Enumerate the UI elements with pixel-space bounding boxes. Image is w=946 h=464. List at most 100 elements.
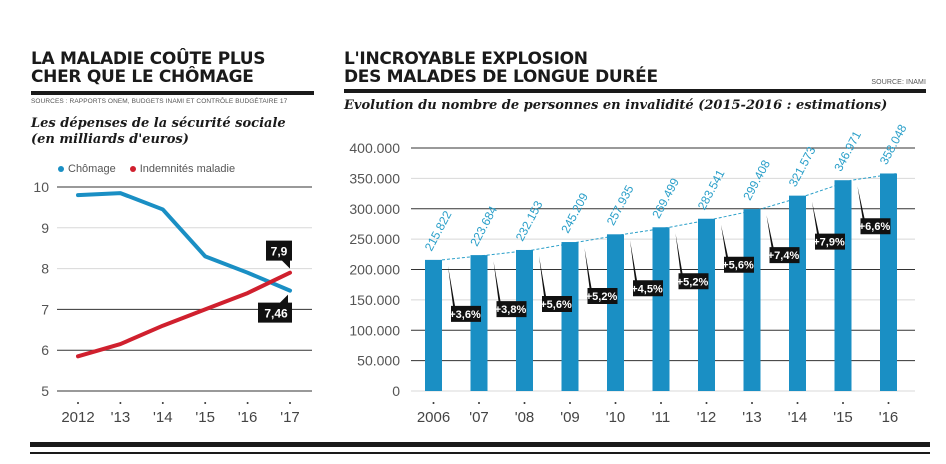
left-title-rule (31, 91, 314, 95)
legend-label-maladie: Indemnités maladie (139, 163, 236, 175)
right-xtick-dot (796, 402, 799, 404)
bar (516, 249, 533, 391)
right-title: L'INCROYABLE EXPLOSION DES MALADES DE LO… (344, 50, 658, 86)
bar-value-label: 232.153 (513, 198, 546, 243)
left-legend: Chômage Indemnités maladie (58, 163, 235, 175)
legend-label-chomage: Chômage (68, 163, 116, 175)
growth-callout-box (539, 255, 572, 312)
right-title-line1: L'INCROYABLE EXPLOSION (344, 49, 588, 69)
right-ytick-label: 150.000 (349, 292, 400, 308)
growth-callout-box (857, 186, 891, 235)
right-xtick-dot (523, 402, 526, 404)
growth-callout-box (721, 224, 754, 273)
right-xtick-dot (751, 402, 753, 404)
right-title-line2: DES MALADES DE LONGUE DURÉE (344, 67, 658, 87)
bar (698, 218, 715, 391)
growth-callout-label: +7,4% (768, 250, 800, 262)
left-xtick-label: '17 (280, 409, 300, 426)
right-source: SOURCE: INAMI (871, 79, 926, 86)
left-xtick-label: '16 (238, 409, 258, 426)
annotation-label-maladie: 7,9 (271, 245, 288, 259)
right-ytick-label: 100.000 (349, 322, 400, 338)
bar-value-label: 358.048 (877, 122, 910, 167)
growth-callout-box (675, 233, 709, 290)
growth-callout-label: +3,6% (449, 309, 481, 321)
right-xtick-dot (842, 402, 844, 404)
growth-callout-box (584, 248, 618, 305)
right-ytick-label: 300.000 (349, 201, 400, 217)
right-title-rule (344, 89, 926, 93)
bar-value-label: 283.541 (695, 167, 728, 212)
maladie-line (76, 270, 292, 359)
growth-callout-label: +5,6% (722, 260, 754, 272)
bar (561, 242, 579, 391)
right-subtitle: Evolution du nombre de personnes en inva… (344, 98, 888, 113)
bar (789, 195, 806, 391)
growth-callout-box (812, 201, 845, 250)
growth-callout-box (448, 265, 481, 322)
left-ytick-label: 5 (41, 383, 49, 399)
growth-callout-box (630, 240, 663, 297)
left-xtick-dot (246, 402, 249, 404)
left-subtitle: Les dépenses de la sécurité sociale (en … (31, 116, 286, 148)
left-ytick-label: 10 (33, 179, 49, 195)
legend-item-maladie: Indemnités maladie (129, 163, 236, 175)
right-xtick-dot (887, 402, 890, 404)
left-xtick-dot (77, 402, 79, 404)
growth-callout-label: +7,9% (813, 237, 845, 249)
left-title-line1: LA MALADIE COÛTE PLUS (31, 49, 266, 69)
right-xtick-label: '13 (742, 409, 762, 426)
right-xtick-dot (614, 402, 617, 404)
bar-value-label: 321.573 (786, 144, 819, 189)
left-xtick-label: '15 (195, 409, 215, 426)
annotation-box-maladie (266, 240, 292, 269)
left-subtitle-line2: (en milliards d'euros) (31, 132, 189, 147)
right-xtick-dot (569, 402, 571, 404)
left-source: SOURCES : RAPPORTS ONEM, BUDGETS INAMI E… (31, 98, 288, 105)
left-ytick-label: 9 (41, 220, 49, 236)
bar (607, 234, 624, 391)
right-xtick-label: '14 (788, 409, 808, 426)
annotation-label-chomage: 7,46 (264, 307, 288, 321)
bar (743, 209, 761, 391)
left-xtick-dot (204, 402, 207, 404)
left-title-line2: CHER QUE LE CHÔMAGE (31, 67, 254, 87)
bar (880, 173, 897, 391)
right-xtick-dot (478, 402, 480, 404)
bar-value-label: 215.822 (422, 208, 455, 253)
right-xtick-dot (432, 402, 435, 404)
bar-value-label: 223.684 (467, 203, 500, 248)
right-ytick-label: 400.000 (349, 140, 400, 156)
right-ytick-label: 200.000 (349, 262, 400, 278)
footer-rule-thick (30, 442, 930, 447)
bar (425, 259, 442, 391)
chomage-line (76, 191, 292, 293)
left-xtick-label: '14 (153, 409, 173, 426)
right-ytick-label: 250.000 (349, 231, 400, 247)
right-xtick-dot (660, 402, 662, 404)
bar-value-label: 299.408 (740, 157, 773, 202)
left-ytick-label: 8 (41, 261, 49, 277)
left-subtitle-line1: Les dépenses de la sécurité sociale (31, 116, 286, 131)
right-xtick-label: 2006 (417, 409, 450, 426)
right-xtick-label: '09 (560, 409, 580, 426)
right-xtick-label: '12 (697, 409, 717, 426)
right-xtick-label: '11 (652, 409, 670, 426)
right-ytick-label: 350.000 (349, 170, 400, 186)
right-xtick-dot (705, 402, 708, 404)
bar-value-label: 245.209 (558, 190, 591, 235)
bar (834, 180, 852, 391)
right-ytick-label: 50.000 (357, 353, 400, 369)
footer-rule-thin (30, 452, 930, 454)
growth-callout-box (766, 215, 800, 264)
right-xtick-label: '10 (606, 409, 626, 426)
annotation-box-chomage (258, 294, 292, 323)
right-xtick-label: '16 (879, 409, 899, 426)
growth-callout-label: +3,8% (495, 304, 527, 316)
bar-value-label: 269.499 (649, 176, 682, 221)
right-xtick-label: '08 (515, 409, 535, 426)
growth-callout-box (493, 261, 527, 318)
growth-callout-label: +5,2% (677, 276, 709, 288)
left-title: LA MALADIE COÛTE PLUS CHER QUE LE CHÔMAG… (31, 49, 266, 87)
